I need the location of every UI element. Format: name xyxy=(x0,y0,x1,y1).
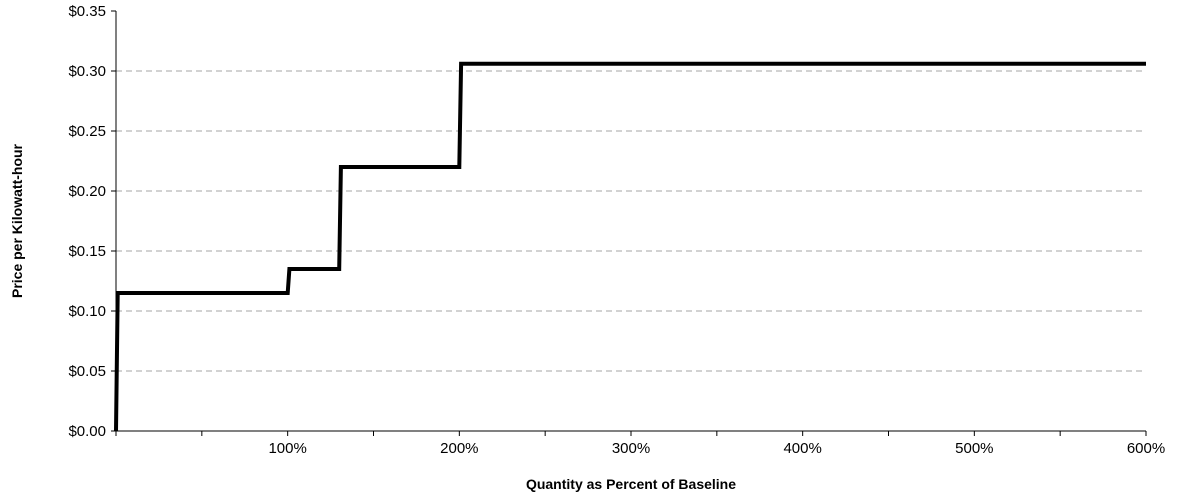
y-tick-label: $0.30 xyxy=(68,63,106,80)
gridlines xyxy=(116,70,1146,372)
y-tick-label: $0.15 xyxy=(68,243,106,260)
y-tick-label: $0.20 xyxy=(68,183,106,200)
x-tick-label: 600% xyxy=(1127,440,1165,457)
y-axis-title: Price per Kilowatt-hour xyxy=(9,143,25,298)
y-axis-ticks: $0.00 $0.05 $0.10 $0.15 $0.20 $0.25 $0.30 $0.35 xyxy=(68,3,116,440)
x-tick-label: 400% xyxy=(783,440,821,457)
x-axis-title: Quantity as Percent of Baseline xyxy=(526,476,736,492)
x-tick-label: 500% xyxy=(955,440,993,457)
x-axis-ticks: 100% 200% 300% 400% 500% 600% xyxy=(115,431,1165,457)
axes xyxy=(115,11,1146,432)
y-tick-label: $0.05 xyxy=(68,363,106,380)
y-tick-label: $0.25 xyxy=(68,123,106,140)
y-tick-label: $0.00 xyxy=(68,423,106,440)
price-step-line xyxy=(114,61,1146,432)
y-tick-label: $0.10 xyxy=(68,303,106,320)
x-tick-label: 200% xyxy=(440,440,478,457)
series-layer xyxy=(114,61,1146,432)
x-tick-label: 300% xyxy=(612,440,650,457)
x-tick-label: 100% xyxy=(268,440,306,457)
y-tick-label: $0.35 xyxy=(68,3,106,20)
